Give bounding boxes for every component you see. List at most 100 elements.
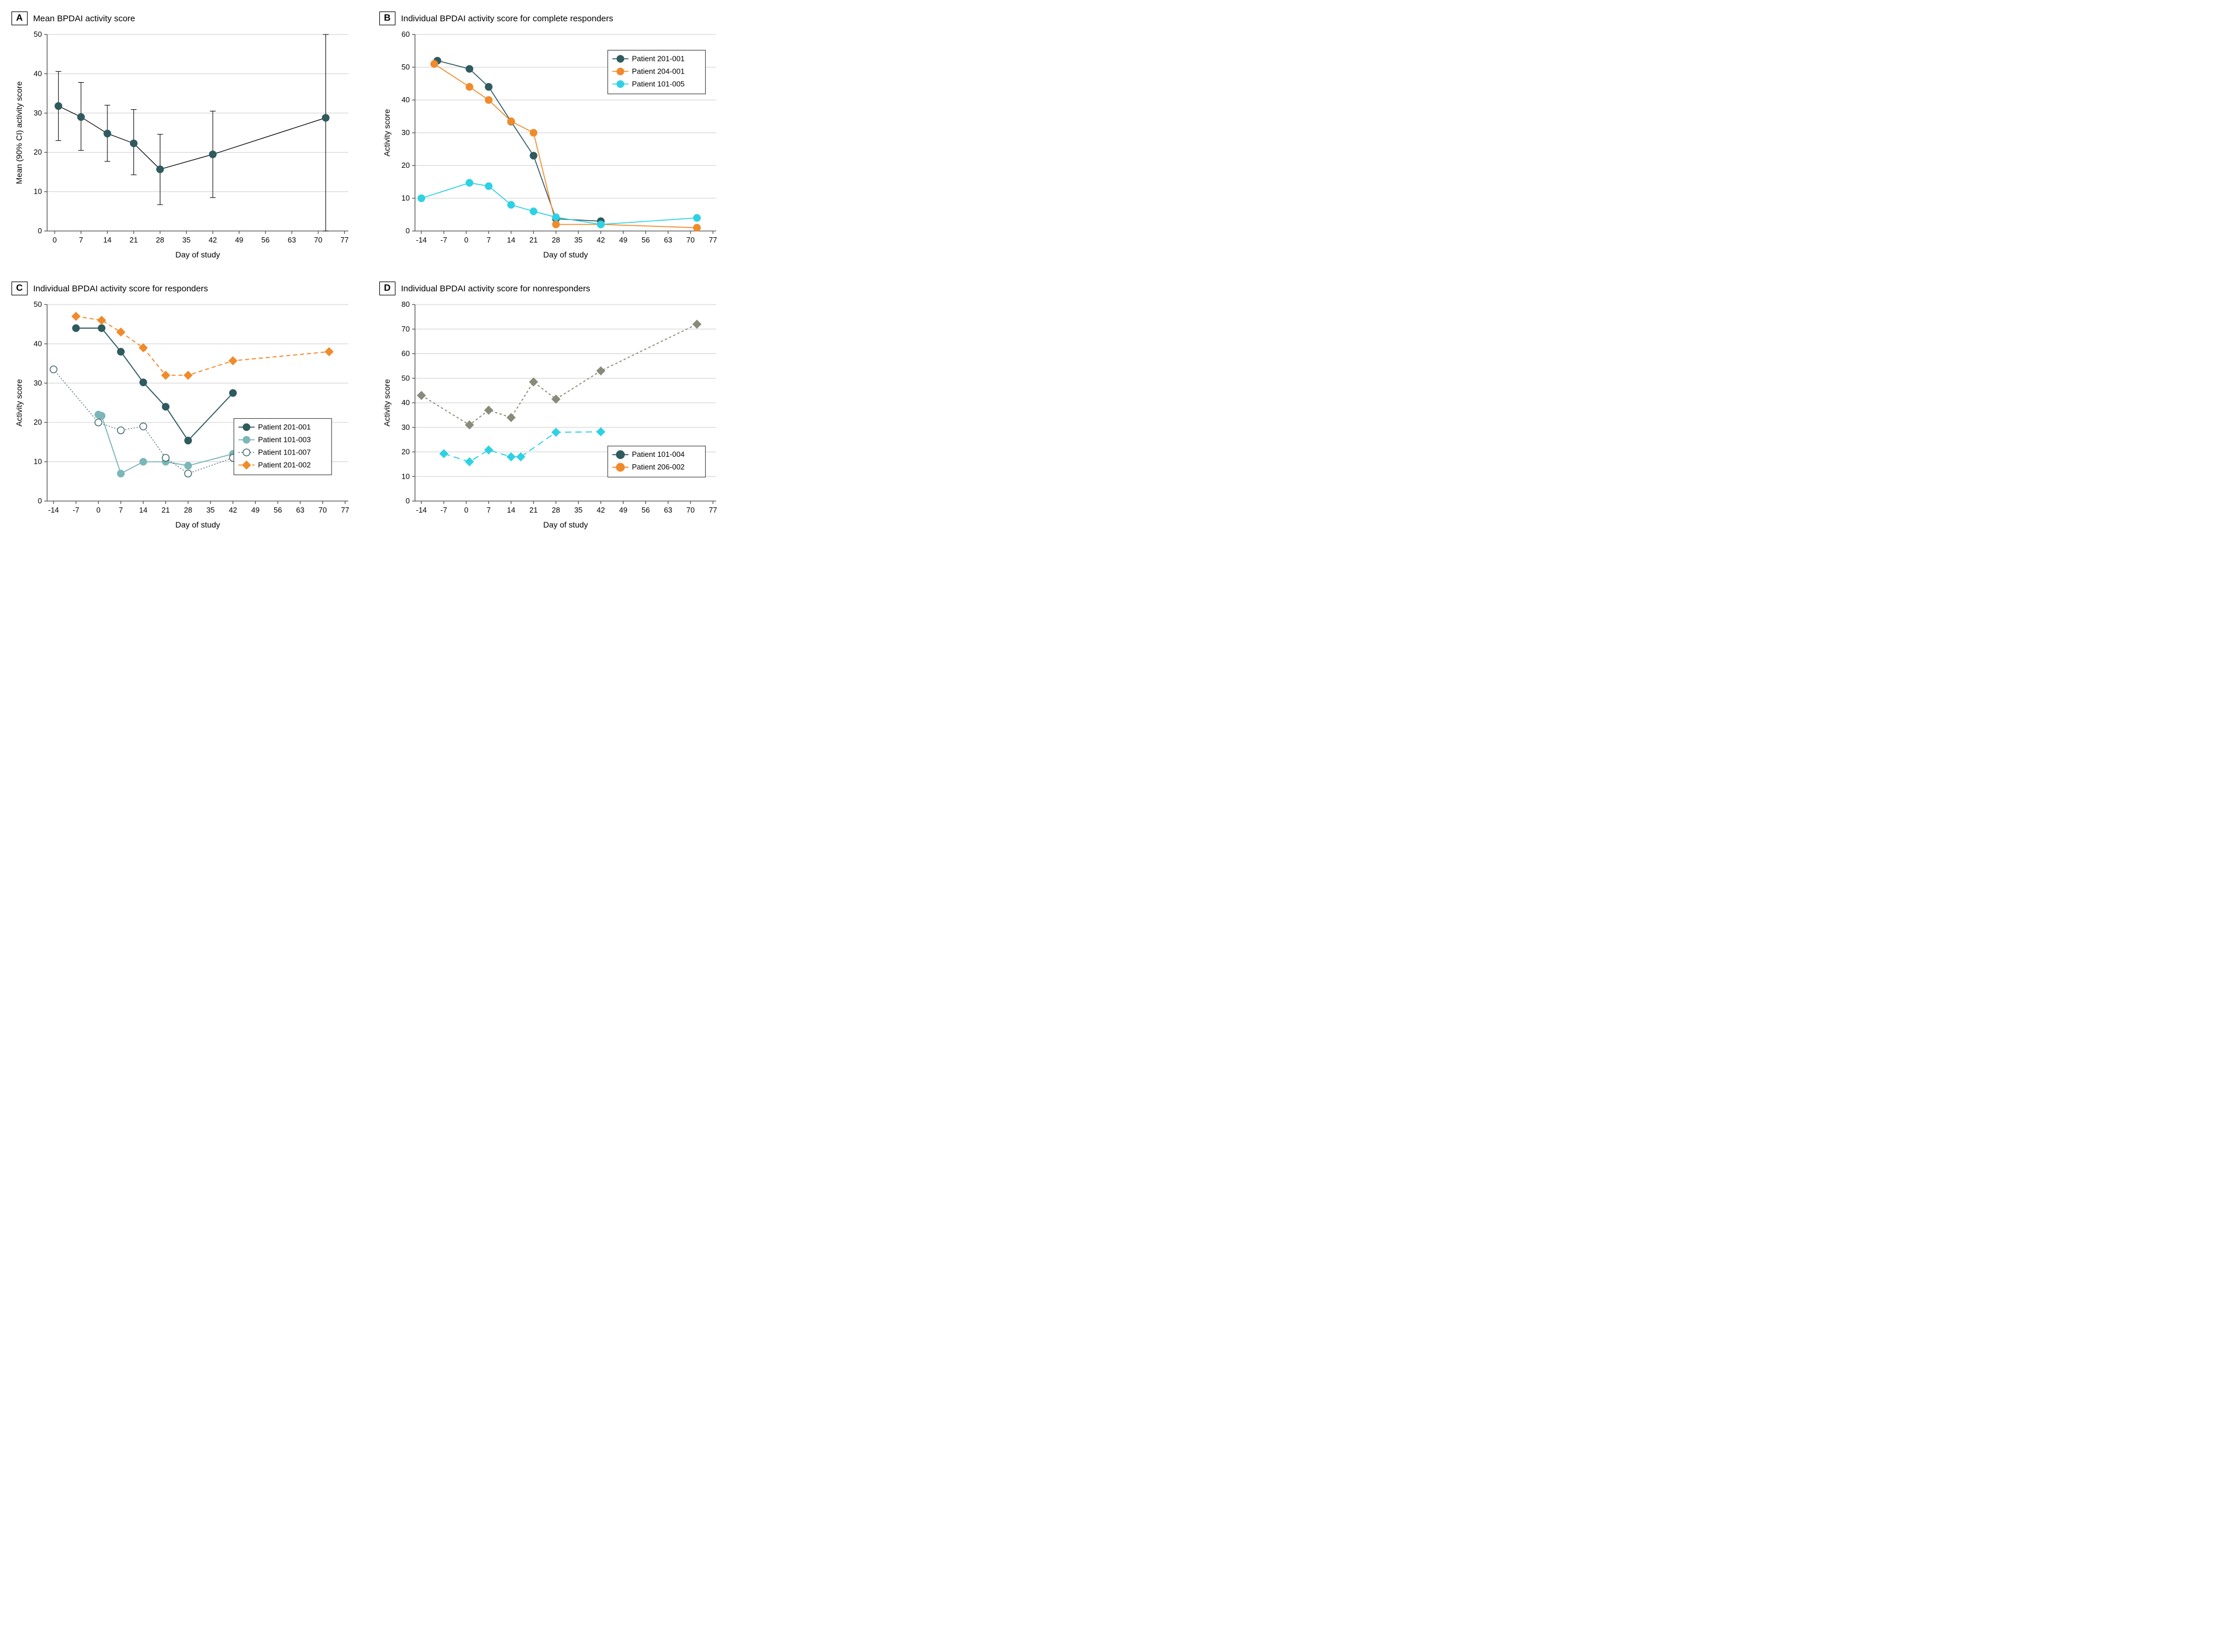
svg-text:80: 80 [402,300,410,309]
svg-text:20: 20 [402,448,410,456]
svg-text:Patient 201-002: Patient 201-002 [258,460,311,469]
svg-text:35: 35 [574,506,582,514]
svg-text:Mean (90% CI) activity score: Mean (90% CI) activity score [14,81,24,184]
svg-text:77: 77 [709,506,717,514]
svg-text:Day of study: Day of study [543,520,588,529]
svg-text:Activity score: Activity score [14,379,24,427]
svg-text:21: 21 [529,236,537,244]
svg-text:7: 7 [487,506,491,514]
svg-text:-7: -7 [440,506,447,514]
svg-text:35: 35 [182,236,190,244]
svg-text:63: 63 [664,506,672,514]
panel-c-letter: C [11,282,28,295]
svg-text:28: 28 [552,236,560,244]
panel-b-title: Individual BPDAI activity score for comp… [401,14,613,24]
svg-text:70: 70 [686,236,694,244]
svg-text:-14: -14 [48,506,59,514]
svg-text:63: 63 [664,236,672,244]
svg-text:Patient 101-004: Patient 101-004 [632,450,685,459]
svg-text:30: 30 [34,109,42,117]
panel-b-letter: B [379,11,395,25]
svg-text:Patient 204-001: Patient 204-001 [632,67,685,75]
svg-text:30: 30 [34,379,42,387]
svg-text:7: 7 [119,506,123,514]
svg-text:10: 10 [34,457,42,466]
svg-text:0: 0 [38,496,42,505]
svg-text:20: 20 [402,161,410,170]
svg-text:10: 10 [34,187,42,196]
svg-text:10: 10 [402,472,410,480]
panel-a-header: A Mean BPDAI activity score [11,11,362,25]
svg-text:30: 30 [402,128,410,137]
svg-text:0: 0 [464,236,468,244]
panel-a: A Mean BPDAI activity score 010203040500… [11,11,362,264]
panel-b-chart: 0102030405060-14-70714212835424956637077… [379,29,730,264]
svg-text:35: 35 [574,236,582,244]
svg-text:20: 20 [34,148,42,156]
svg-text:42: 42 [209,236,217,244]
panel-c-chart: 01020304050-14-70714212835424956637077Da… [11,299,362,534]
svg-text:40: 40 [34,69,42,78]
svg-text:0: 0 [38,226,42,235]
panel-a-chart: 010203040500714212835424956637077Day of … [11,29,362,264]
svg-text:70: 70 [318,506,326,514]
svg-text:42: 42 [229,506,237,514]
svg-text:28: 28 [184,506,192,514]
svg-text:Patient 101-007: Patient 101-007 [258,448,311,456]
panel-b-header: B Individual BPDAI activity score for co… [379,11,730,25]
svg-text:63: 63 [288,236,296,244]
svg-text:14: 14 [507,506,515,514]
svg-text:Patient 201-001: Patient 201-001 [632,54,685,63]
svg-text:49: 49 [619,236,627,244]
svg-text:0: 0 [52,236,56,244]
chart-grid: A Mean BPDAI activity score 0 10 20 30 40 50 0… [11,11,730,534]
svg-text:14: 14 [507,236,515,244]
svg-text:0: 0 [406,496,410,505]
svg-text:0: 0 [464,506,468,514]
svg-text:10: 10 [402,194,410,202]
svg-text:Day of study: Day of study [175,520,220,529]
svg-text:70: 70 [686,506,694,514]
svg-text:35: 35 [206,506,214,514]
svg-text:Patient 206-002: Patient 206-002 [632,463,685,471]
svg-text:Activity score: Activity score [382,379,391,427]
svg-text:50: 50 [34,300,42,309]
svg-text:14: 14 [139,506,147,514]
svg-text:21: 21 [529,506,537,514]
svg-text:42: 42 [597,236,605,244]
svg-text:-14: -14 [416,236,427,244]
svg-text:49: 49 [235,236,243,244]
svg-text:14: 14 [103,236,112,244]
svg-text:7: 7 [487,236,491,244]
svg-text:60: 60 [402,30,410,38]
panel-d-title: Individual BPDAI activity score for nonr… [401,284,590,294]
svg-text:Activity score: Activity score [382,109,391,157]
svg-text:0: 0 [97,506,101,514]
svg-text:77: 77 [340,236,348,244]
svg-text:Patient 201-001: Patient 201-001 [258,422,311,431]
svg-text:40: 40 [402,95,410,104]
svg-text:-7: -7 [72,506,79,514]
svg-text:30: 30 [402,423,410,432]
svg-text:77: 77 [709,236,717,244]
svg-text:21: 21 [129,236,137,244]
svg-text:50: 50 [402,63,410,71]
panel-d-letter: D [379,282,395,295]
svg-text:28: 28 [552,506,560,514]
svg-text:63: 63 [296,506,304,514]
svg-text:-7: -7 [440,236,447,244]
panel-d-header: D Individual BPDAI activity score for no… [379,282,730,295]
svg-text:Patient 101-003: Patient 101-003 [258,435,311,444]
svg-text:7: 7 [79,236,83,244]
svg-text:Day of study: Day of study [543,250,588,259]
panel-b: B Individual BPDAI activity score for co… [379,11,730,264]
panel-c-header: C Individual BPDAI activity score for re… [11,282,362,295]
panel-d-chart: 01020304050607080-14-7071421283542495663… [379,299,730,534]
svg-text:70: 70 [402,325,410,333]
panel-d: D Individual BPDAI activity score for no… [379,282,730,534]
svg-text:40: 40 [34,339,42,348]
svg-text:0: 0 [406,226,410,235]
panel-c: C Individual BPDAI activity score for re… [11,282,362,534]
svg-text:56: 56 [641,506,649,514]
svg-text:42: 42 [597,506,605,514]
